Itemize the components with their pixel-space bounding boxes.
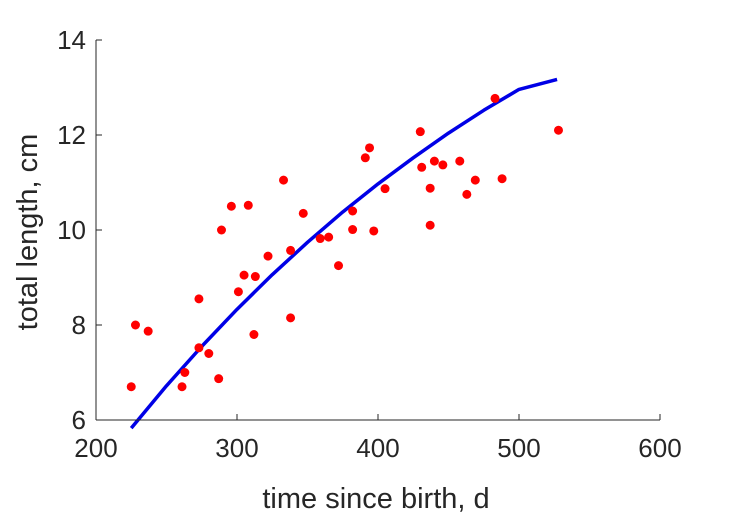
- data-point: [365, 143, 375, 153]
- data-point: [286, 313, 296, 323]
- data-point: [425, 183, 435, 193]
- fit-curve: [129, 77, 558, 430]
- data-point: [438, 160, 448, 170]
- x-tick-label: 600: [638, 433, 681, 463]
- data-point: [233, 287, 243, 297]
- data-point: [298, 208, 308, 218]
- y-tick-label: 6: [72, 405, 86, 435]
- data-point: [243, 200, 253, 210]
- data-point: [425, 220, 435, 230]
- y-tick-label: 14: [57, 25, 86, 55]
- data-point: [143, 326, 153, 336]
- data-point: [286, 245, 296, 255]
- data-point: [249, 330, 259, 339]
- data-point: [226, 201, 236, 211]
- data-point: [429, 156, 439, 166]
- data-point: [194, 343, 204, 353]
- data-point: [380, 184, 390, 194]
- data-point: [263, 251, 273, 261]
- data-point: [417, 162, 427, 172]
- y-tick-label: 12: [57, 120, 86, 150]
- data-point: [360, 153, 370, 163]
- data-point: [462, 189, 472, 199]
- data-point: [214, 374, 224, 384]
- data-point: [204, 349, 214, 358]
- data-point: [497, 174, 507, 184]
- y-axis-title: total length, cm: [12, 134, 44, 331]
- x-tick-label: 300: [215, 433, 258, 463]
- x-axis-title: time since birth, d: [262, 483, 489, 515]
- y-tick-label: 8: [72, 310, 86, 340]
- data-point: [279, 175, 289, 185]
- data-point: [315, 234, 325, 244]
- data-point: [348, 225, 358, 235]
- y-tick-label: 10: [57, 215, 86, 245]
- data-point: [490, 93, 500, 103]
- data-point: [194, 294, 204, 304]
- data-point: [177, 382, 187, 392]
- x-tick-label: 200: [74, 433, 117, 463]
- data-point: [348, 206, 358, 216]
- data-point: [324, 232, 334, 242]
- data-point: [553, 125, 563, 135]
- data-point: [334, 261, 344, 271]
- data-point: [239, 270, 249, 280]
- data-point: [130, 320, 140, 330]
- data-point: [470, 175, 480, 185]
- data-point: [369, 226, 379, 236]
- data-point: [180, 368, 190, 377]
- data-point: [126, 382, 136, 392]
- data-point: [216, 225, 226, 235]
- data-point: [250, 272, 260, 282]
- data-point: [455, 156, 465, 166]
- data-point: [415, 127, 425, 137]
- x-tick-label: 400: [356, 433, 399, 463]
- x-tick-label: 500: [497, 433, 540, 463]
